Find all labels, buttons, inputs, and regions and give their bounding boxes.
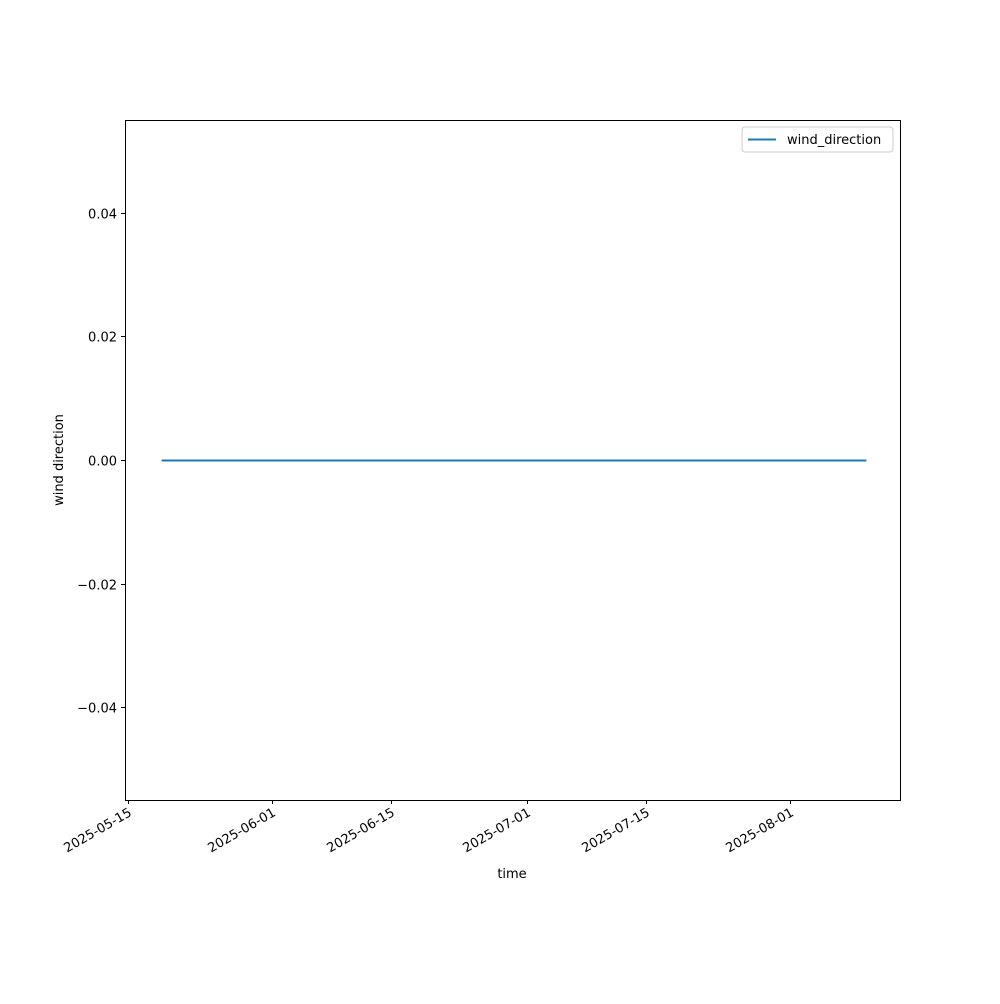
legend-box	[741, 126, 894, 153]
x-axis-label: time	[497, 867, 526, 882]
y-tick-label: 0.02	[88, 331, 117, 346]
legend-label: wind_direction	[787, 133, 881, 148]
legend: wind_direction	[741, 126, 894, 153]
y-tick-label: −0.02	[77, 579, 117, 594]
y-axis-label: wind direction	[52, 414, 67, 506]
y-tick-label: 0.04	[88, 208, 117, 223]
axes-frame	[125, 120, 901, 801]
y-tick-label: 0.00	[88, 455, 117, 470]
y-tick-label: −0.04	[77, 702, 117, 717]
